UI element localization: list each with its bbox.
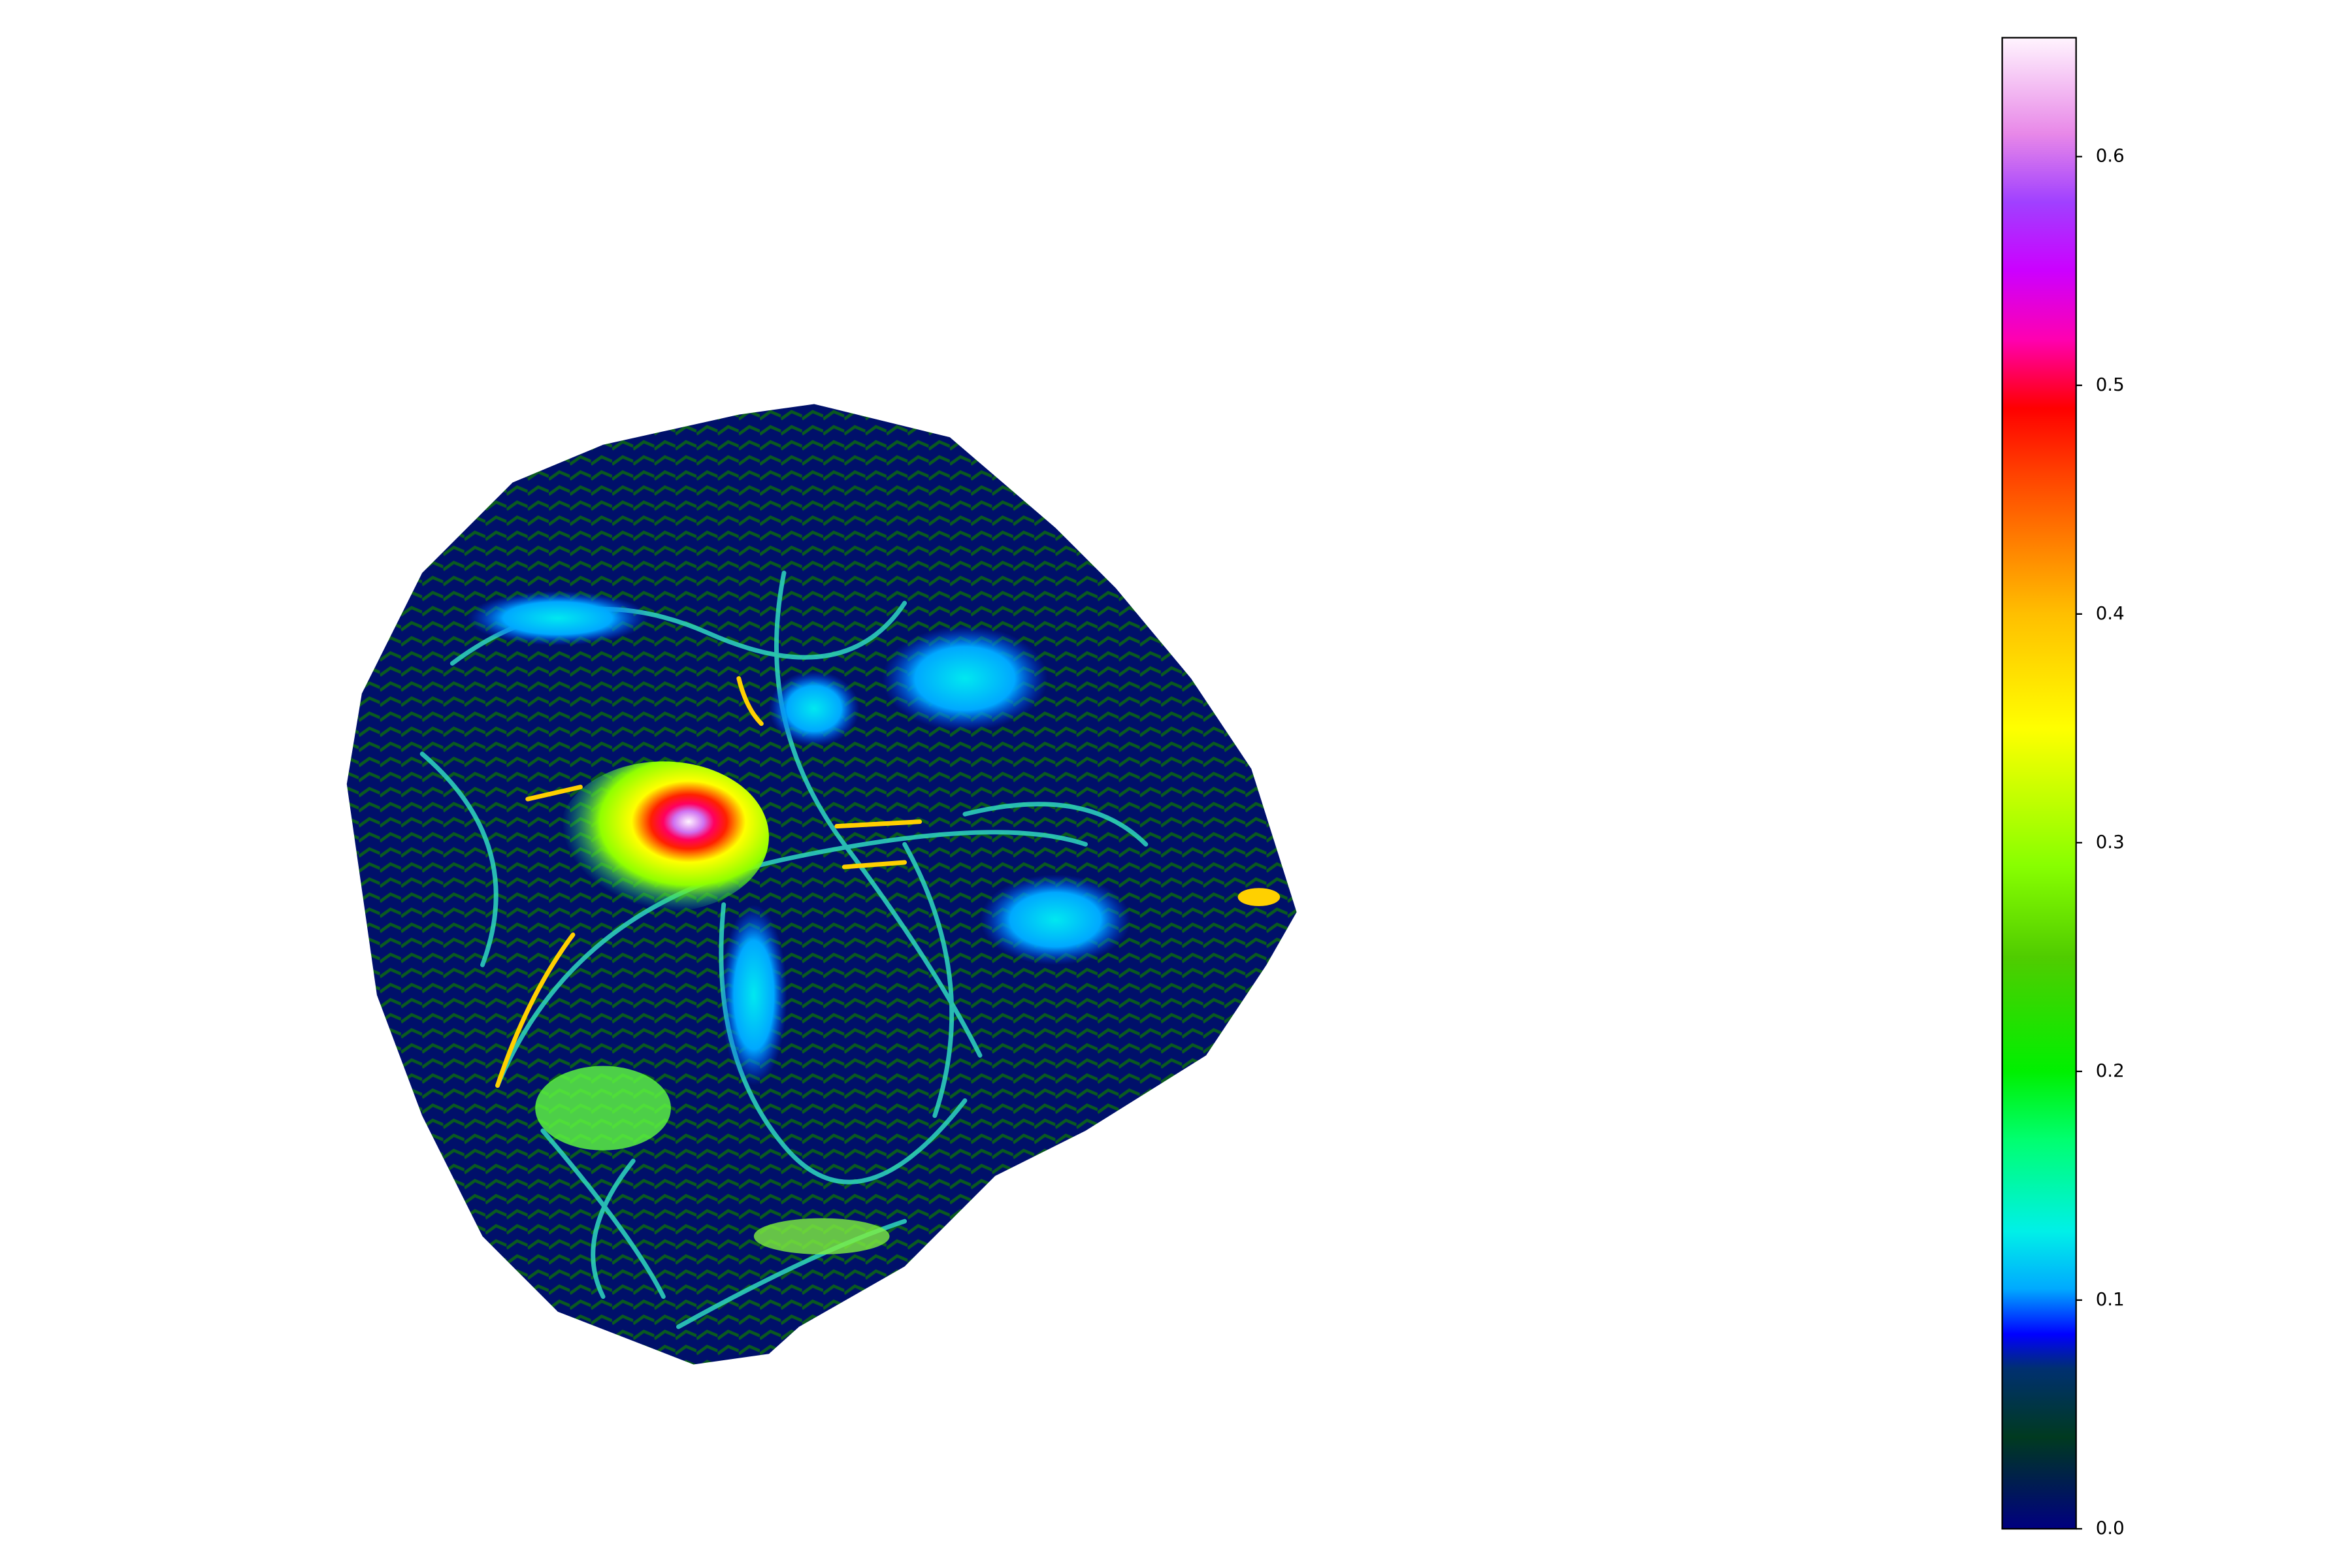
colorbar-tick-label: 0.5: [2096, 374, 2125, 395]
surface-render: [346, 404, 1297, 1365]
colorbar-tick-label: 0.4: [2096, 602, 2125, 624]
blob: [467, 591, 649, 645]
blob: [980, 874, 1131, 965]
colorbar: [2001, 37, 2077, 1530]
vessels-hot: [495, 676, 923, 1088]
colorbar-tick-label: 0.6: [2096, 145, 2125, 167]
colorbar-tick-label: 0.0: [2096, 1517, 2125, 1539]
blob: [1237, 888, 1281, 906]
blob: [882, 625, 1048, 732]
colorbar-tick-label: 0.3: [2096, 831, 2125, 853]
colorbar-tick-label: 0.1: [2096, 1288, 2125, 1310]
hotspot: [557, 761, 769, 913]
colorbar-tick-label: 0.2: [2096, 1060, 2125, 1081]
blob: [768, 670, 860, 747]
vessels: [419, 570, 1149, 1330]
blob: [753, 1218, 890, 1254]
blob: [721, 904, 787, 1086]
blob: [535, 1066, 671, 1151]
